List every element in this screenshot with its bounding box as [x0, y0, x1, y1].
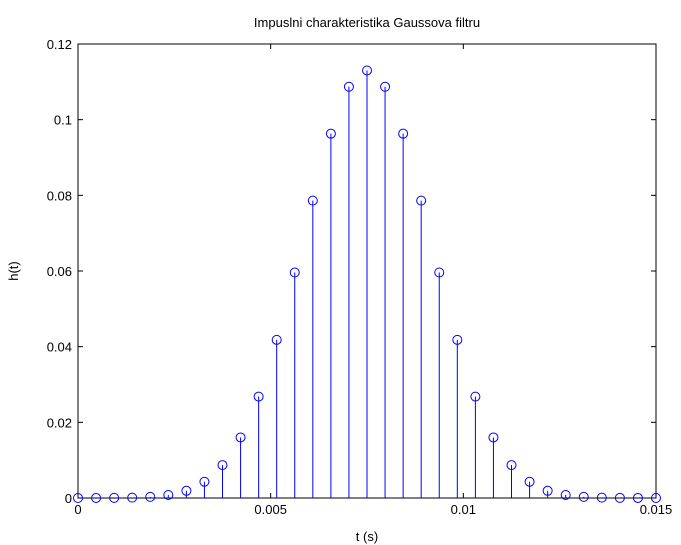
- y-tick-label: 0.06: [47, 264, 72, 279]
- stem-marker: [145, 491, 156, 502]
- x-tick-label: 0.01: [451, 502, 476, 517]
- stem-marker: [651, 493, 661, 503]
- stem-marker: [199, 476, 210, 487]
- stem-marker: [271, 334, 282, 345]
- stem-marker: [127, 492, 138, 503]
- y-tick-label: 0: [65, 491, 72, 506]
- stem-marker: [560, 489, 571, 500]
- x-tick-label: 0.015: [640, 502, 673, 517]
- stem-marker: [289, 267, 300, 278]
- y-tick-label: 0.12: [47, 37, 72, 52]
- stem-marker: [506, 460, 517, 471]
- stem-marker: [380, 81, 391, 92]
- stem-marker: [614, 492, 625, 503]
- x-tick-label: 0: [74, 502, 81, 517]
- chart-title: Impuslni charakteristika Gaussova filtru: [254, 15, 480, 30]
- stem-marker: [235, 432, 246, 443]
- stem-marker: [416, 195, 427, 206]
- y-tick-label: 0.08: [47, 188, 72, 203]
- stem-marker: [91, 492, 102, 503]
- y-tick-label: 0.04: [47, 340, 72, 355]
- stem-marker: [163, 489, 174, 500]
- stem-marker: [217, 460, 228, 471]
- stem-marker: [343, 81, 354, 92]
- stem-marker: [488, 432, 499, 443]
- stem-marker: [470, 391, 481, 402]
- stem-marker: [524, 476, 535, 487]
- stem-marker: [452, 334, 463, 345]
- stem-marker: [578, 491, 589, 502]
- x-axis-label: t (s): [356, 529, 378, 544]
- stem-marker: [362, 65, 372, 76]
- stem-marker: [542, 485, 553, 496]
- stem-marker: [109, 492, 120, 503]
- stem-marker: [325, 128, 336, 139]
- stem-marker: [632, 492, 643, 503]
- stem-marker: [596, 492, 607, 503]
- stem-marker: [181, 485, 192, 496]
- stem-marker: [73, 493, 83, 503]
- stem-marker: [398, 128, 409, 139]
- stem-marker: [307, 195, 318, 206]
- stem-marker: [434, 267, 445, 278]
- y-tick-label: 0.02: [47, 415, 72, 430]
- y-axis-label: h(t): [6, 261, 21, 281]
- stem-marker: [253, 391, 264, 402]
- y-tick-label: 0.1: [54, 113, 72, 128]
- x-tick-label: 0.005: [254, 502, 287, 517]
